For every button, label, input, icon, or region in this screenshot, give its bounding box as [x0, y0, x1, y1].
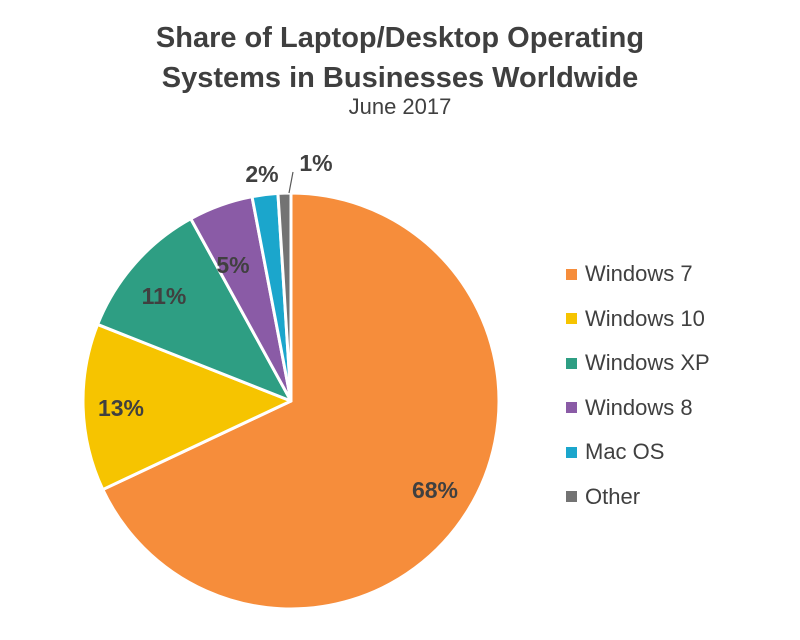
legend-label: Windows 10 [585, 305, 705, 331]
pie-slice-windows-10 [81, 322, 293, 492]
chart-title-line-1: Share of Laptop/Desktop Operating [155, 22, 645, 54]
legend-item-windows-7: Windows 7 [566, 252, 710, 297]
legend-item-other: Other [566, 475, 710, 520]
data-label-windows-8: 5% [216, 252, 249, 278]
legend-swatch [566, 313, 577, 325]
pie-slice-windows-7 [101, 191, 501, 611]
leader-line-other [288, 171, 294, 194]
data-label-windows-10: 13% [98, 395, 144, 421]
data-label-windows-xp: 11% [142, 283, 187, 309]
legend-label: Mac OS [585, 439, 665, 465]
legend-item-windows-8: Windows 8 [566, 386, 710, 431]
legend-swatch [566, 402, 577, 414]
legend-label: Windows 8 [585, 394, 693, 420]
legend-label: Other [585, 483, 641, 509]
legend-swatch [566, 446, 577, 458]
legend-label: Windows 7 [585, 261, 693, 287]
pie-slice-windows-xp [96, 217, 293, 403]
legend-swatch [566, 491, 577, 503]
legend-label: Windows XP [585, 350, 710, 376]
data-label-other: 1% [299, 150, 332, 176]
legend-swatch [566, 268, 577, 280]
data-label-mac-os: 2% [245, 161, 278, 187]
legend-item-windows-xp: Windows XP [566, 341, 710, 386]
chart-title-line-2: Systems in Businesses Worldwide [161, 62, 639, 94]
legend-swatch [566, 357, 577, 369]
legend: Windows 7 Windows 10 Windows XP Windows 8 Ma… [566, 252, 710, 519]
pie-slice-other [276, 191, 293, 403]
legend-item-mac-os: Mac OS [566, 430, 710, 475]
chart-title: Share of Laptop/Desktop Operating System… [0, 18, 800, 98]
data-label-windows-7: 68% [412, 477, 458, 503]
legend-item-windows-10: Windows 10 [566, 297, 710, 342]
chart-subtitle: June 2017 [348, 94, 452, 119]
